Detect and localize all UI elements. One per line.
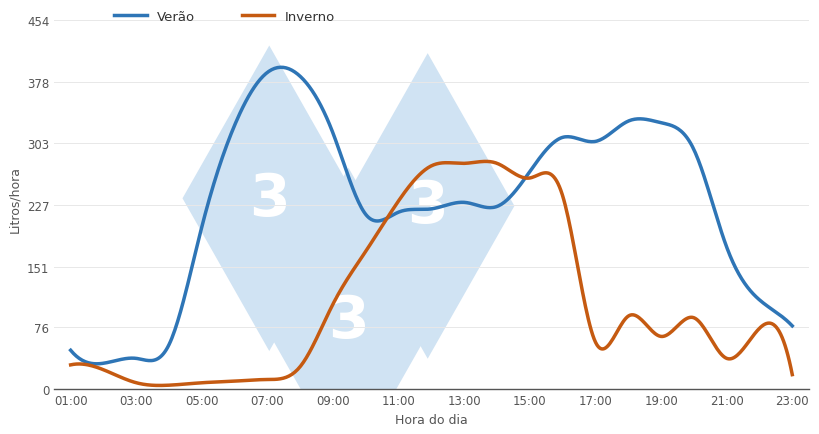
Y-axis label: Litros/hora: Litros/hora	[8, 165, 21, 232]
Polygon shape	[183, 46, 355, 351]
Text: 3: 3	[407, 178, 447, 235]
Text: 3: 3	[249, 171, 289, 227]
Text: 3: 3	[328, 293, 369, 349]
X-axis label: Hora do dia: Hora do dia	[395, 413, 468, 426]
Polygon shape	[341, 54, 514, 359]
Polygon shape	[261, 168, 435, 434]
Legend: Verão, Inverno: Verão, Inverno	[114, 11, 335, 24]
